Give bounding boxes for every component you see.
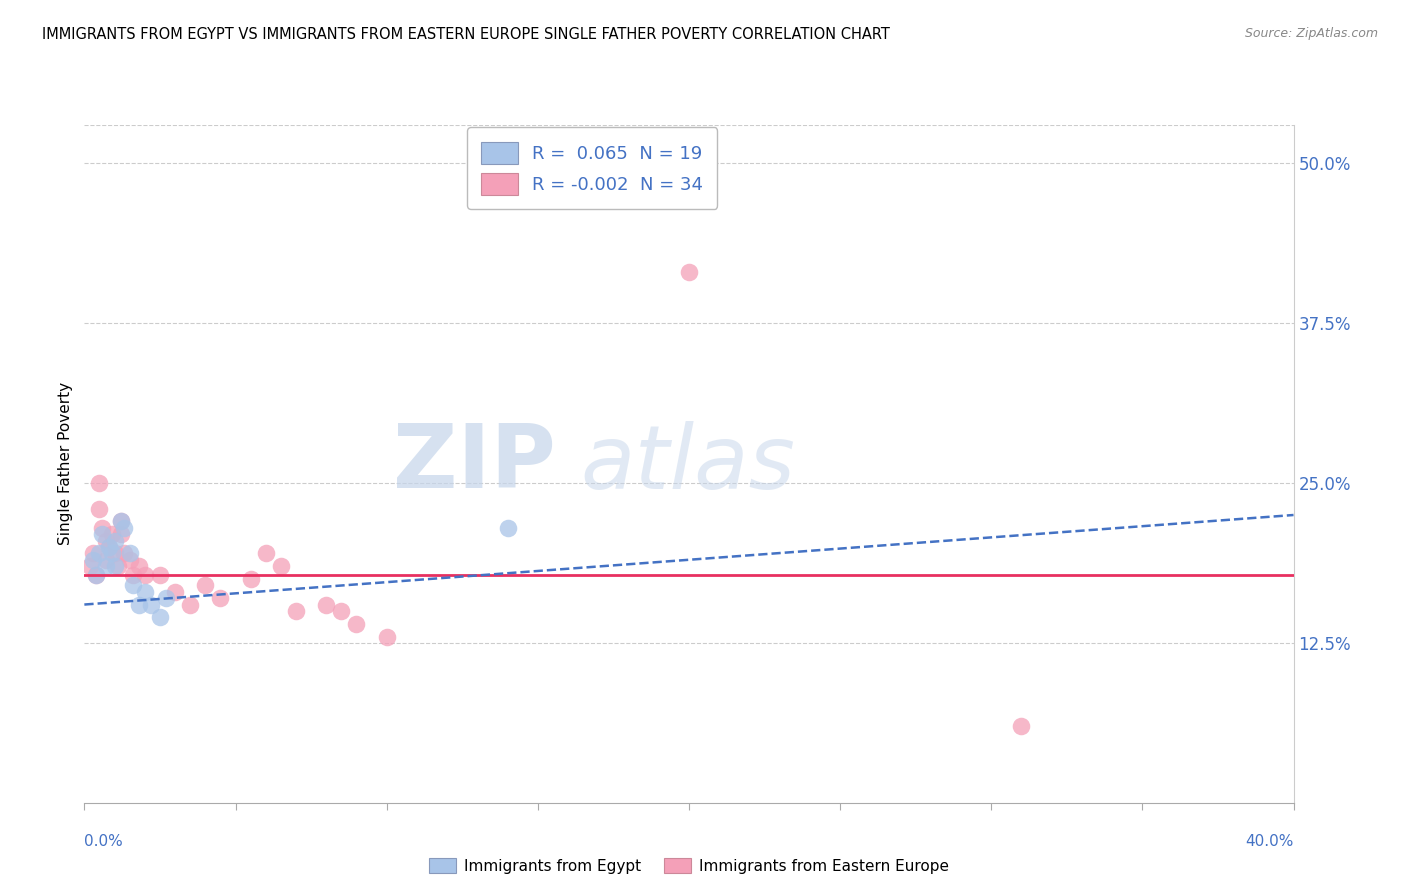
Point [496, 521, 519, 535]
Point [179, 598, 201, 612]
Point [100, 527, 122, 541]
Point [330, 604, 353, 618]
Point [128, 559, 150, 574]
Point [134, 568, 156, 582]
Point [149, 568, 172, 582]
Y-axis label: Single Father Poverty: Single Father Poverty [58, 383, 73, 545]
Text: 40.0%: 40.0% [1246, 834, 1294, 849]
Point [112, 546, 135, 560]
Point [149, 610, 172, 624]
Point [89, 501, 111, 516]
Point [163, 584, 186, 599]
Point [110, 527, 132, 541]
Legend: Immigrants from Egypt, Immigrants from Eastern Europe: Immigrants from Egypt, Immigrants from E… [423, 852, 955, 880]
Point [107, 559, 129, 574]
Point [94, 553, 117, 567]
Point [209, 591, 232, 606]
Point [118, 553, 141, 567]
Text: atlas: atlas [581, 421, 794, 507]
Point [678, 265, 700, 279]
Point [139, 598, 162, 612]
Legend: R =  0.065  N = 19, R = -0.002  N = 34: R = 0.065 N = 19, R = -0.002 N = 34 [467, 128, 717, 209]
Point [254, 546, 277, 560]
Point [155, 591, 177, 606]
Point [239, 572, 262, 586]
Point [194, 578, 217, 592]
Point [121, 578, 143, 592]
Point [110, 515, 132, 529]
Point [86, 568, 108, 582]
Point [89, 546, 111, 560]
Point [346, 616, 368, 631]
Point [110, 515, 132, 529]
Point [118, 546, 141, 560]
Text: 0.0%: 0.0% [84, 834, 124, 849]
Point [82, 546, 104, 560]
Point [94, 533, 117, 548]
Point [100, 546, 122, 560]
Point [104, 546, 127, 560]
Point [104, 559, 127, 574]
Point [94, 559, 117, 574]
Point [1010, 719, 1032, 733]
Point [128, 598, 150, 612]
Point [91, 521, 114, 535]
Point [86, 568, 108, 582]
Point [284, 604, 308, 618]
Point [112, 521, 135, 535]
Point [89, 476, 111, 491]
Point [104, 533, 127, 548]
Point [79, 559, 101, 574]
Point [82, 553, 104, 567]
Point [315, 598, 337, 612]
Point [134, 584, 156, 599]
Text: IMMIGRANTS FROM EGYPT VS IMMIGRANTS FROM EASTERN EUROPE SINGLE FATHER POVERTY CO: IMMIGRANTS FROM EGYPT VS IMMIGRANTS FROM… [42, 27, 890, 42]
Point [375, 630, 398, 644]
Text: ZIP: ZIP [394, 420, 555, 508]
Point [270, 559, 292, 574]
Point [91, 527, 114, 541]
Text: Source: ZipAtlas.com: Source: ZipAtlas.com [1244, 27, 1378, 40]
Point [121, 568, 143, 582]
Point [97, 540, 120, 554]
Point [97, 540, 120, 554]
